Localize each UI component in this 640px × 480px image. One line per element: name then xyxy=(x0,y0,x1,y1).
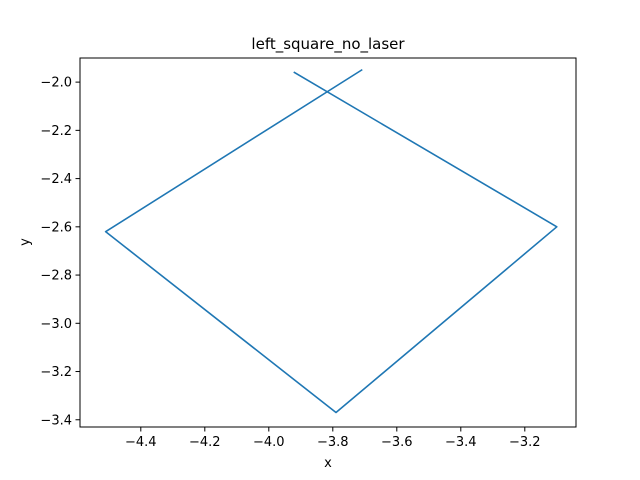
x-tick-label: −4.2 xyxy=(189,435,221,450)
y-tick-label: −3.2 xyxy=(40,365,72,380)
y-tick-label: −2.6 xyxy=(40,220,72,235)
series-line-0 xyxy=(104,68,558,414)
x-axis-label: x xyxy=(324,456,332,471)
x-tick-label: −3.8 xyxy=(317,435,349,450)
y-tick-label: −2.2 xyxy=(40,124,72,139)
y-axis: −2.0 −2.2 −2.4 −2.6 −2.8 −3.0 −3.2 −3.4 xyxy=(40,76,80,428)
y-tick-label: −2.4 xyxy=(40,172,72,187)
x-tick-label: −3.4 xyxy=(445,435,477,450)
y-tick-label: −3.4 xyxy=(40,413,72,428)
y-tick-label: −2.8 xyxy=(40,269,72,284)
plot-area xyxy=(104,68,558,414)
x-axis: −4.4 −4.2 −4.0 −3.8 −3.6 −3.4 −3.2 xyxy=(125,427,541,450)
x-tick-label: −4.4 xyxy=(125,435,157,450)
y-axis-label: y xyxy=(18,238,33,246)
y-tick-label: −2.0 xyxy=(40,76,72,91)
chart-title: left_square_no_laser xyxy=(251,35,405,54)
y-tick-label: −3.0 xyxy=(40,317,72,332)
x-tick-label: −3.6 xyxy=(381,435,413,450)
x-tick-label: −4.0 xyxy=(253,435,285,450)
x-tick-label: −3.2 xyxy=(509,435,541,450)
axes-frame xyxy=(79,57,577,428)
